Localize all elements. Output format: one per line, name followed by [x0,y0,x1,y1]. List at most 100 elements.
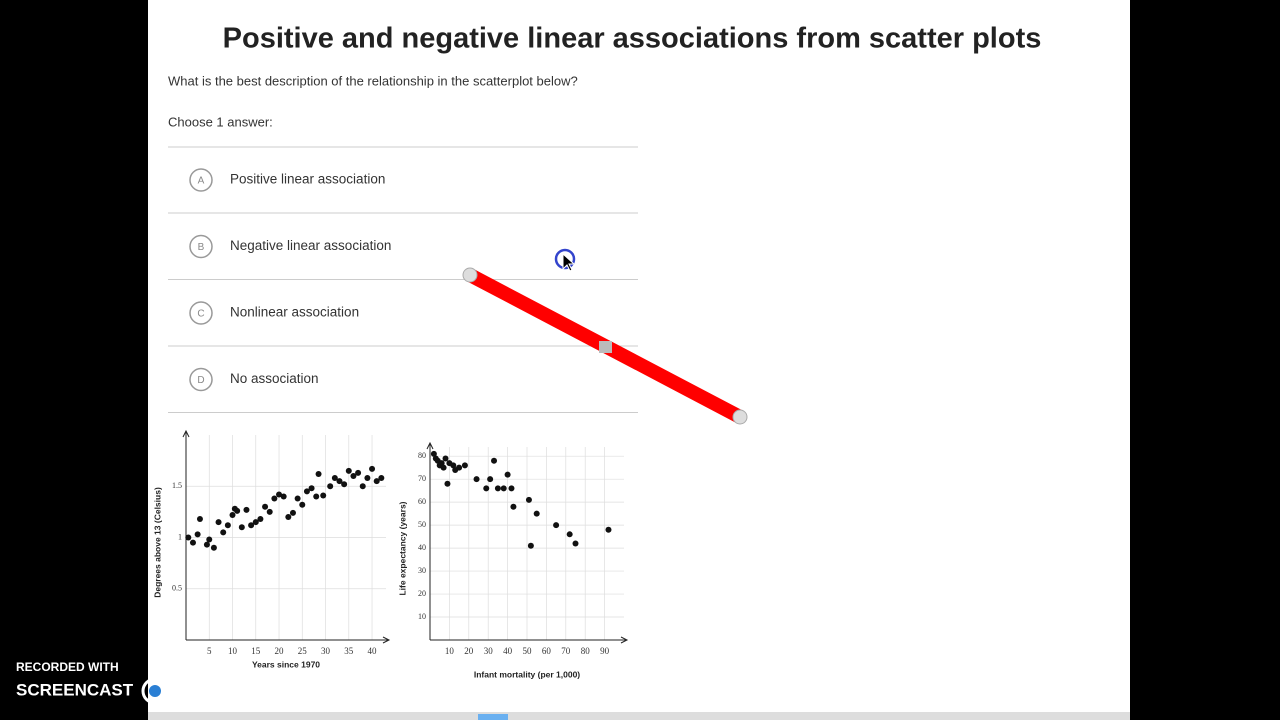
scatter-point [271,495,278,502]
choice-text: Positive linear association [230,172,385,187]
watermark-logo-core [149,685,161,697]
scatter-point [285,514,292,520]
scatter-point [494,485,501,492]
choice-letter: D [197,375,204,386]
scatter-point [473,476,480,483]
y-tick-label: 0.5 [172,584,182,593]
scatter-point [341,481,348,488]
x-axis-label: Infant mortality (per 1,000) [474,669,580,679]
scatter-point [203,541,210,548]
scatter-point [430,450,437,457]
x-tick-label: 40 [368,646,378,656]
y-axis-label: Degrees above 13 (Celsius) [152,487,162,598]
choice-bubble [189,168,213,192]
x-tick-label: 35 [344,646,354,656]
choice[interactable]: D No association [189,367,319,392]
scatter-point [262,503,269,510]
x-tick-label: 40 [503,646,513,656]
y-tick-label: 80 [418,451,426,460]
charts: 5 10 15 20 25 30 35 40 0.5 1 1.5 Years since 1970 De… [152,429,629,679]
red-line-tool[interactable] [462,267,748,425]
choice[interactable]: B Negative linear association [189,234,391,259]
x-tick-label: 30 [484,646,494,656]
scatter-point [456,464,463,471]
scatter-point [303,488,310,495]
choice-bubble [189,234,213,259]
scatter-point [438,460,445,467]
scatter-point [483,485,490,492]
scatter-plot: 5 10 15 20 25 30 35 40 0.5 1 1.5 Years since 1970 De… [152,429,391,669]
x-tick-label: 10 [228,646,238,656]
scatter-point [243,506,250,513]
choice[interactable]: A Positive linear association [189,168,385,192]
scatter-point [185,534,192,541]
y-tick-label: 40 [418,543,426,552]
x-axis-label: Years since 1970 [252,659,320,669]
x-tick-label: 80 [581,646,591,656]
scatter-point [276,491,283,498]
scatter-point [229,511,236,518]
x-tick-label: 70 [561,646,571,656]
scatter-point [533,510,540,517]
scatter-point [373,478,380,485]
scatter-point [252,519,259,526]
scatter-point [461,462,468,469]
scatter-point [206,536,213,543]
y-tick-label: 10 [418,612,426,621]
taskbar-tab [478,714,508,720]
scatter-point [572,540,579,547]
x-tick-label: 30 [321,646,331,656]
x-tick-label: 10 [445,646,455,656]
scatter-point [266,508,273,515]
watermark-line1: RECORDED WITH [16,660,119,674]
scatter-point [194,531,201,538]
y-tick-label: 30 [418,566,426,575]
scatter-point [336,478,343,485]
x-tick-label: 25 [298,646,308,656]
y-tick-label: 50 [418,520,426,529]
choice-letter: A [198,176,205,187]
choice-bubble [189,301,213,325]
watermark-line2: SCREENCAST [16,680,134,699]
scatter-point [331,475,338,482]
scatter-point [527,542,534,549]
scatter-point [308,485,315,492]
scatter-point [220,529,227,536]
y-axis-label: Life expectancy (years) [397,501,407,595]
choices: A Positive linear association B Negative li… [168,146,638,413]
x-tick-label: 15 [251,646,261,656]
choice-letter: C [197,309,204,320]
scatter-point [364,475,371,482]
scatter-point [345,467,352,474]
watermark-line3: MATIC [176,680,228,699]
scatter-point [440,464,447,471]
line-handle[interactable] [462,267,478,283]
scatter-point [238,524,245,531]
choice-text: No association [230,371,319,386]
scatter-point [487,476,494,483]
title: Positive and negative linear association… [223,23,1042,55]
scatter-point [224,522,231,529]
x-tick-label: 60 [542,646,552,656]
scatter-point [315,470,322,477]
scatter-point [450,462,457,469]
scatter-point [442,455,449,462]
scatter-point [491,457,498,464]
choice[interactable]: C Nonlinear association [189,301,359,325]
scatter-point [294,495,301,502]
scatter-point [215,519,222,526]
scatter-point [189,539,196,546]
scatter-point [553,522,560,529]
scatter-point [248,522,255,529]
line-menu[interactable] [599,341,612,353]
instruction: Choose 1 answer: [168,114,273,129]
y-tick-label: 1 [178,532,182,541]
scatter-point [378,475,385,482]
scatter-point [359,483,366,490]
x-tick-label: 50 [523,646,533,656]
scatter-point [280,493,287,500]
scatter-point [234,507,241,514]
scatter-point [210,544,217,551]
cursor-ring [554,248,576,270]
line-handle[interactable] [732,409,748,425]
